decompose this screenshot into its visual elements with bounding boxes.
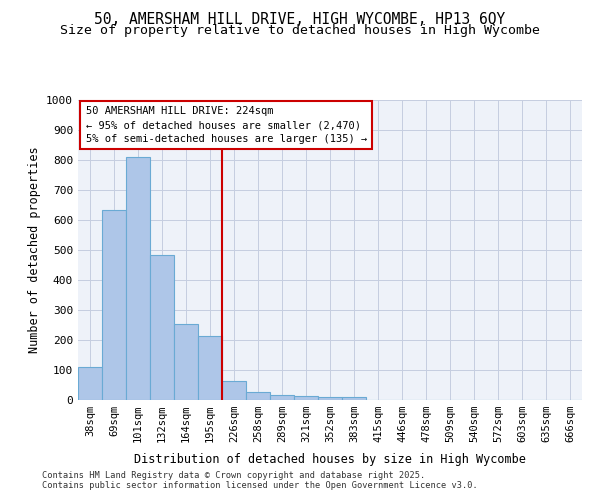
Bar bbox=[102, 210, 126, 400]
Bar bbox=[222, 381, 246, 400]
Text: Contains HM Land Registry data © Crown copyright and database right 2025.
Contai: Contains HM Land Registry data © Crown c… bbox=[42, 470, 478, 490]
Bar bbox=[150, 254, 174, 400]
X-axis label: Distribution of detached houses by size in High Wycombe: Distribution of detached houses by size … bbox=[134, 454, 526, 466]
Bar bbox=[270, 394, 294, 400]
Bar bbox=[318, 397, 342, 400]
Text: 50 AMERSHAM HILL DRIVE: 224sqm
← 95% of detached houses are smaller (2,470)
5% o: 50 AMERSHAM HILL DRIVE: 224sqm ← 95% of … bbox=[86, 106, 367, 144]
Bar bbox=[294, 396, 318, 400]
Bar bbox=[78, 367, 102, 400]
Bar bbox=[246, 392, 270, 400]
Text: 50, AMERSHAM HILL DRIVE, HIGH WYCOMBE, HP13 6QY: 50, AMERSHAM HILL DRIVE, HIGH WYCOMBE, H… bbox=[94, 12, 506, 28]
Bar bbox=[342, 397, 366, 400]
Bar bbox=[174, 324, 198, 400]
Bar bbox=[126, 157, 150, 400]
Text: Size of property relative to detached houses in High Wycombe: Size of property relative to detached ho… bbox=[60, 24, 540, 37]
Bar bbox=[198, 336, 222, 400]
Y-axis label: Number of detached properties: Number of detached properties bbox=[28, 146, 41, 354]
